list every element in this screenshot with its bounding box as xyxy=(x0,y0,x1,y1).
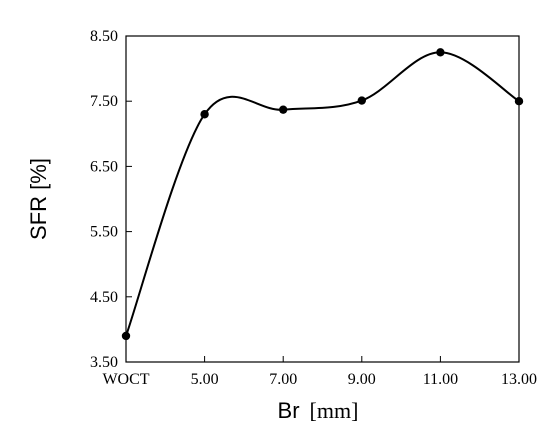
y-tick-label: 6.50 xyxy=(90,158,118,175)
x-tick-label: WOCT xyxy=(102,371,149,388)
data-point xyxy=(279,105,288,114)
x-axis-title-main: Br xyxy=(278,398,300,423)
y-axis-title: SFR [%] xyxy=(26,158,51,240)
y-tick-label: 4.50 xyxy=(90,289,118,306)
data-point xyxy=(514,97,524,106)
x-tick-label: 13.00 xyxy=(501,371,537,388)
x-tick-label: 7.00 xyxy=(269,371,297,388)
y-tick-label: 3.50 xyxy=(90,354,118,371)
y-tick-label: 5.50 xyxy=(90,224,118,241)
x-tick-label: 9.00 xyxy=(348,371,376,388)
data-point xyxy=(436,48,445,57)
x-tick-label: 11.00 xyxy=(423,371,458,388)
x-tick-label: 5.00 xyxy=(191,371,219,388)
y-axis-ticks: 3.50 4.50 5.50 6.50 7.50 8.50 xyxy=(90,28,132,371)
x-axis-title: Br [mm] xyxy=(278,398,359,423)
y-tick-label: 8.50 xyxy=(90,28,118,45)
data-point xyxy=(121,331,131,341)
data-points xyxy=(121,48,524,341)
plot-frame xyxy=(125,35,520,363)
series-line xyxy=(125,51,520,337)
data-point xyxy=(200,110,209,119)
x-axis-ticks: WOCT 5.00 7.00 9.00 11.00 13.00 xyxy=(102,356,537,388)
y-tick-label: 7.50 xyxy=(90,93,118,110)
x-axis-title-unit: [mm] xyxy=(310,398,359,423)
data-point xyxy=(357,96,366,105)
